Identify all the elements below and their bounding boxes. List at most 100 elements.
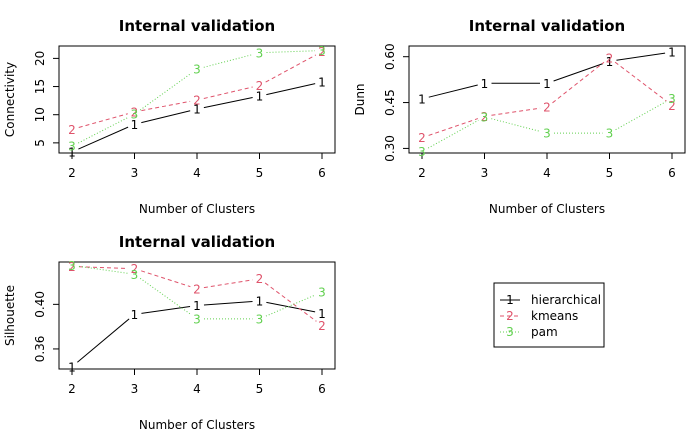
y-axis-label: Dunn [353,83,367,115]
legend-label-kmeans: kmeans [531,309,578,323]
point-kmeans: 2 [543,101,551,115]
point-kmeans: 2 [318,319,326,333]
x-axis-label: Number of Clusters [139,202,255,216]
series-line-pam [139,277,192,316]
series-line-kmeans [141,100,191,112]
series-line-hierarchical [266,301,316,313]
y-tick-label: 10 [33,107,47,122]
point-kmeans: 2 [193,94,201,108]
legend: 1 hierarchical 2 kmeans 3 pam [493,282,605,348]
series-line-hierarchical [77,318,130,363]
point-pam: 3 [481,110,489,124]
point-hierarchical: 1 [256,90,264,104]
series-line-kmeans [265,54,317,83]
point-pam: 3 [131,268,139,282]
series-line-hierarchical [78,126,129,150]
series-line-kmeans [203,86,253,99]
point-kmeans: 2 [68,260,76,274]
point-kmeans: 2 [668,99,676,113]
x-tick-label: 6 [668,166,676,180]
point-hierarchical: 1 [668,46,676,60]
point-kmeans: 2 [131,105,139,119]
panel-dunn: Internal validation Number of Clusters D… [353,17,686,216]
point-hierarchical: 1 [481,77,489,91]
point-hierarchical: 1 [68,360,76,374]
y-tick-label: 0.30 [383,135,397,162]
series-line-pam [266,50,316,54]
x-tick-label: 4 [543,166,551,180]
legend-label-hierarchical: hierarchical [531,293,601,307]
point-hierarchical: 1 [256,295,264,309]
x-axis-label: Number of Clusters [139,418,255,432]
x-tick-label: 5 [256,166,264,180]
series-line-kmeans [141,270,191,288]
point-kmeans: 2 [256,272,264,286]
series-line-pam [427,119,479,149]
legend-marker-kmeans: 2 [506,309,514,323]
series-line-hierarchical [266,83,316,96]
point-hierarchical: 1 [418,92,426,106]
point-pam: 3 [418,145,426,159]
panel-connectivity: Internal validation Number of Clusters C… [3,17,336,216]
x-axis-label: Number of Clusters [489,202,605,216]
point-kmeans: 2 [193,282,201,296]
x-tick-label: 2 [68,382,76,396]
series-line-pam [77,116,129,144]
axis-ticks: 2 3 4 5 6 0.36 0.40 [33,291,326,396]
y-tick-label: 15 [33,79,47,94]
point-pam: 3 [668,92,676,106]
series-line-pam [491,118,541,132]
point-hierarchical: 1 [131,308,139,322]
y-tick-label: 0.60 [383,43,397,70]
x-tick-label: 5 [606,166,614,180]
y-tick-label: 0.45 [383,89,397,116]
point-kmeans: 2 [418,131,426,145]
x-tick-label: 4 [193,382,201,396]
point-pam: 3 [318,44,326,58]
x-tick-label: 6 [318,166,326,180]
series-line-hierarchical [203,301,253,306]
legend-box [493,282,605,348]
point-kmeans: 2 [481,110,489,124]
point-kmeans: 2 [318,45,326,59]
point-pam: 3 [256,46,264,60]
point-kmeans: 2 [68,123,76,137]
x-tick-label: 4 [193,166,201,180]
point-hierarchical: 1 [543,77,551,91]
panel-title: Internal validation [119,17,276,35]
point-kmeans: 2 [256,79,264,93]
x-tick-label: 5 [256,382,264,396]
axis-ticks: 2 3 4 5 60.300.450.60 [383,43,676,180]
series-line-pam [615,101,667,131]
series-line-kmeans [264,282,317,322]
legend-entry-pam: 3 pam [500,325,558,339]
y-tick-label: 0.40 [33,291,47,318]
series-line-kmeans [203,279,253,289]
point-kmeans: 2 [131,262,139,276]
point-kmeans: 2 [606,51,614,65]
y-tick-label: 0.36 [33,336,47,363]
series-line-kmeans [78,113,128,128]
legend-label-pam: pam [531,325,558,339]
legend-marker-hierarchical: 1 [506,293,514,307]
x-tick-label: 3 [481,166,489,180]
point-pam: 3 [256,312,264,326]
y-tick-label: 20 [33,51,47,66]
point-hierarchical: 1 [193,299,201,313]
series-line-hierarchical [428,84,478,98]
y-axis-label: Silhouette [3,285,17,346]
point-hierarchical: 1 [68,145,76,159]
point-pam: 3 [193,63,201,77]
x-tick-label: 2 [418,166,426,180]
point-hierarchical: 1 [131,118,139,132]
point-pam: 3 [131,108,139,122]
point-pam: 3 [606,127,614,141]
series-line-hierarchical [616,52,666,61]
legend-marker-pam: 3 [506,325,514,339]
panel-silhouette: Internal validation Number of Clusters S… [3,233,336,432]
series-line-kmeans [491,107,541,116]
